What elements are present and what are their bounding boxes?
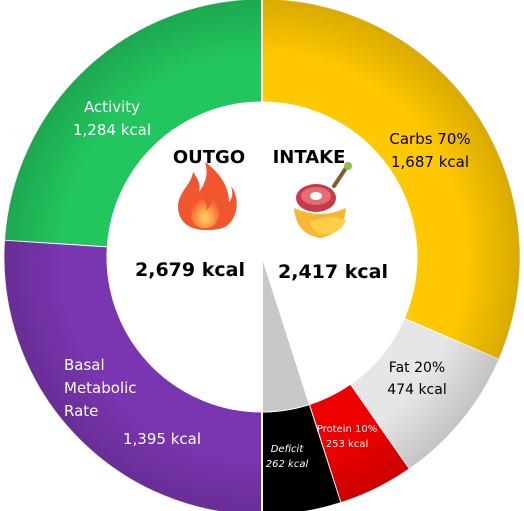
bmr-label-line2: Metabolic: [64, 379, 137, 397]
food-bowl-icon: [294, 162, 352, 238]
bmr-value: 1,395 kcal: [123, 430, 201, 448]
fat-label: Fat 20%: [389, 360, 445, 376]
fire-icon: [178, 162, 237, 230]
protein-value: 253 kcal: [326, 439, 368, 450]
bmr-label-line1: Basal: [64, 356, 105, 374]
carbs-label: Carbs 70%: [389, 130, 470, 148]
outgo-heading: OUTGO: [173, 147, 245, 168]
bmr-label-line3: Rate: [64, 402, 98, 420]
protein-label: Protein 10%: [317, 424, 377, 435]
fat-value: 474 kcal: [387, 382, 446, 398]
deficit-value: 262 kcal: [266, 459, 309, 470]
activity-label: Activity: [84, 98, 140, 116]
intake-heading: INTAKE: [273, 147, 346, 168]
intake-total: 2,417 kcal: [278, 261, 388, 283]
outgo-total: 2,679 kcal: [135, 259, 245, 281]
activity-value: 1,284 kcal: [73, 121, 151, 139]
deficit-label: Deficit: [271, 444, 305, 455]
carbs-value: 1,687 kcal: [391, 153, 469, 171]
